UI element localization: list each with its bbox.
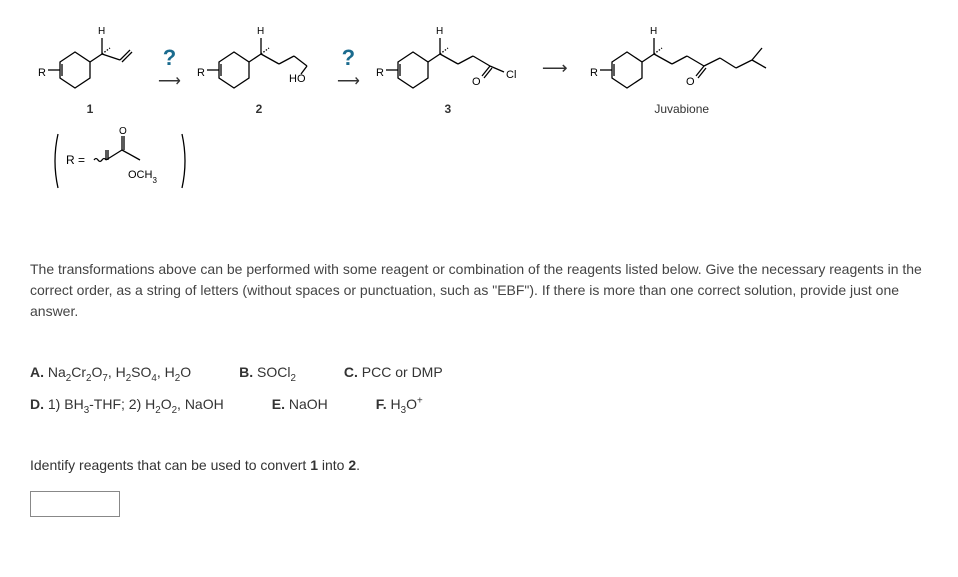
reagent-e: E. NaOH <box>272 389 328 421</box>
question-mark: ? <box>163 45 176 71</box>
reagent-e-formula: NaOH <box>289 396 328 412</box>
svg-text:R: R <box>590 67 598 79</box>
svg-text:H: H <box>98 26 105 37</box>
instructions-text: The transformations above can be perform… <box>30 259 928 322</box>
reagent-question-2: ? ⟶ <box>337 45 360 91</box>
answer-input[interactable] <box>30 491 120 517</box>
svg-text:R: R <box>38 67 46 79</box>
reagent-f-formula: H3O+ <box>391 396 423 412</box>
svg-text:HO: HO <box>289 73 306 85</box>
label-3: 3 <box>445 102 452 116</box>
reagent-b-formula: SOCl2 <box>257 364 296 380</box>
reagent-d: D. 1) BH3-THF; 2) H2O2, NaOH <box>30 389 224 421</box>
label-2: 2 <box>256 102 263 116</box>
reagent-b: B. SOCl2 <box>239 357 296 389</box>
reagent-list: A. Na2Cr2O7, H2SO4, H2O B. SOCl2 C. PCC … <box>30 357 928 422</box>
reagent-c-formula: PCC or DMP <box>362 364 443 380</box>
svg-text:R =: R = <box>66 153 85 167</box>
svg-text:H: H <box>257 26 264 37</box>
svg-text:H: H <box>436 26 443 37</box>
reagent-question-1: ? ⟶ <box>158 45 181 91</box>
r-group-definition: R = O OCH3 <box>50 126 928 199</box>
question-prompt: Identify reagents that can be used to co… <box>30 457 928 473</box>
svg-text:OCH3: OCH3 <box>128 169 157 185</box>
structure-3: R H O Cl 3 <box>368 20 528 116</box>
arrow-icon: ⟶ <box>536 58 574 79</box>
svg-text:R: R <box>376 67 384 79</box>
label-1: 1 <box>87 102 94 116</box>
label-juvabione: Juvabione <box>654 102 709 116</box>
svg-text:Cl: Cl <box>506 69 516 81</box>
reagent-a-formula: Na2Cr2O7, H2SO4, H2O <box>48 364 191 380</box>
svg-text:O: O <box>472 76 481 88</box>
svg-text:R: R <box>197 67 205 79</box>
reagent-a: A. Na2Cr2O7, H2SO4, H2O <box>30 357 191 389</box>
structure-1: R H 1 <box>30 20 150 116</box>
reagent-d-formula: 1) BH3-THF; 2) H2O2, NaOH <box>48 396 224 412</box>
svg-text:O: O <box>686 76 695 88</box>
svg-text:O: O <box>119 126 127 137</box>
structure-2: R H HO 2 <box>189 20 329 116</box>
reagent-c: C. PCC or DMP <box>344 357 443 389</box>
reagent-f: F. H3O+ <box>376 389 423 421</box>
svg-text:H: H <box>650 26 657 37</box>
reaction-scheme: R H 1 ? ⟶ R <box>30 20 928 116</box>
structure-juvabione: R H O <box>582 20 782 116</box>
arrow-icon: ⟶ <box>158 71 181 91</box>
arrow-icon: ⟶ <box>337 71 360 91</box>
question-mark: ? <box>342 45 355 71</box>
